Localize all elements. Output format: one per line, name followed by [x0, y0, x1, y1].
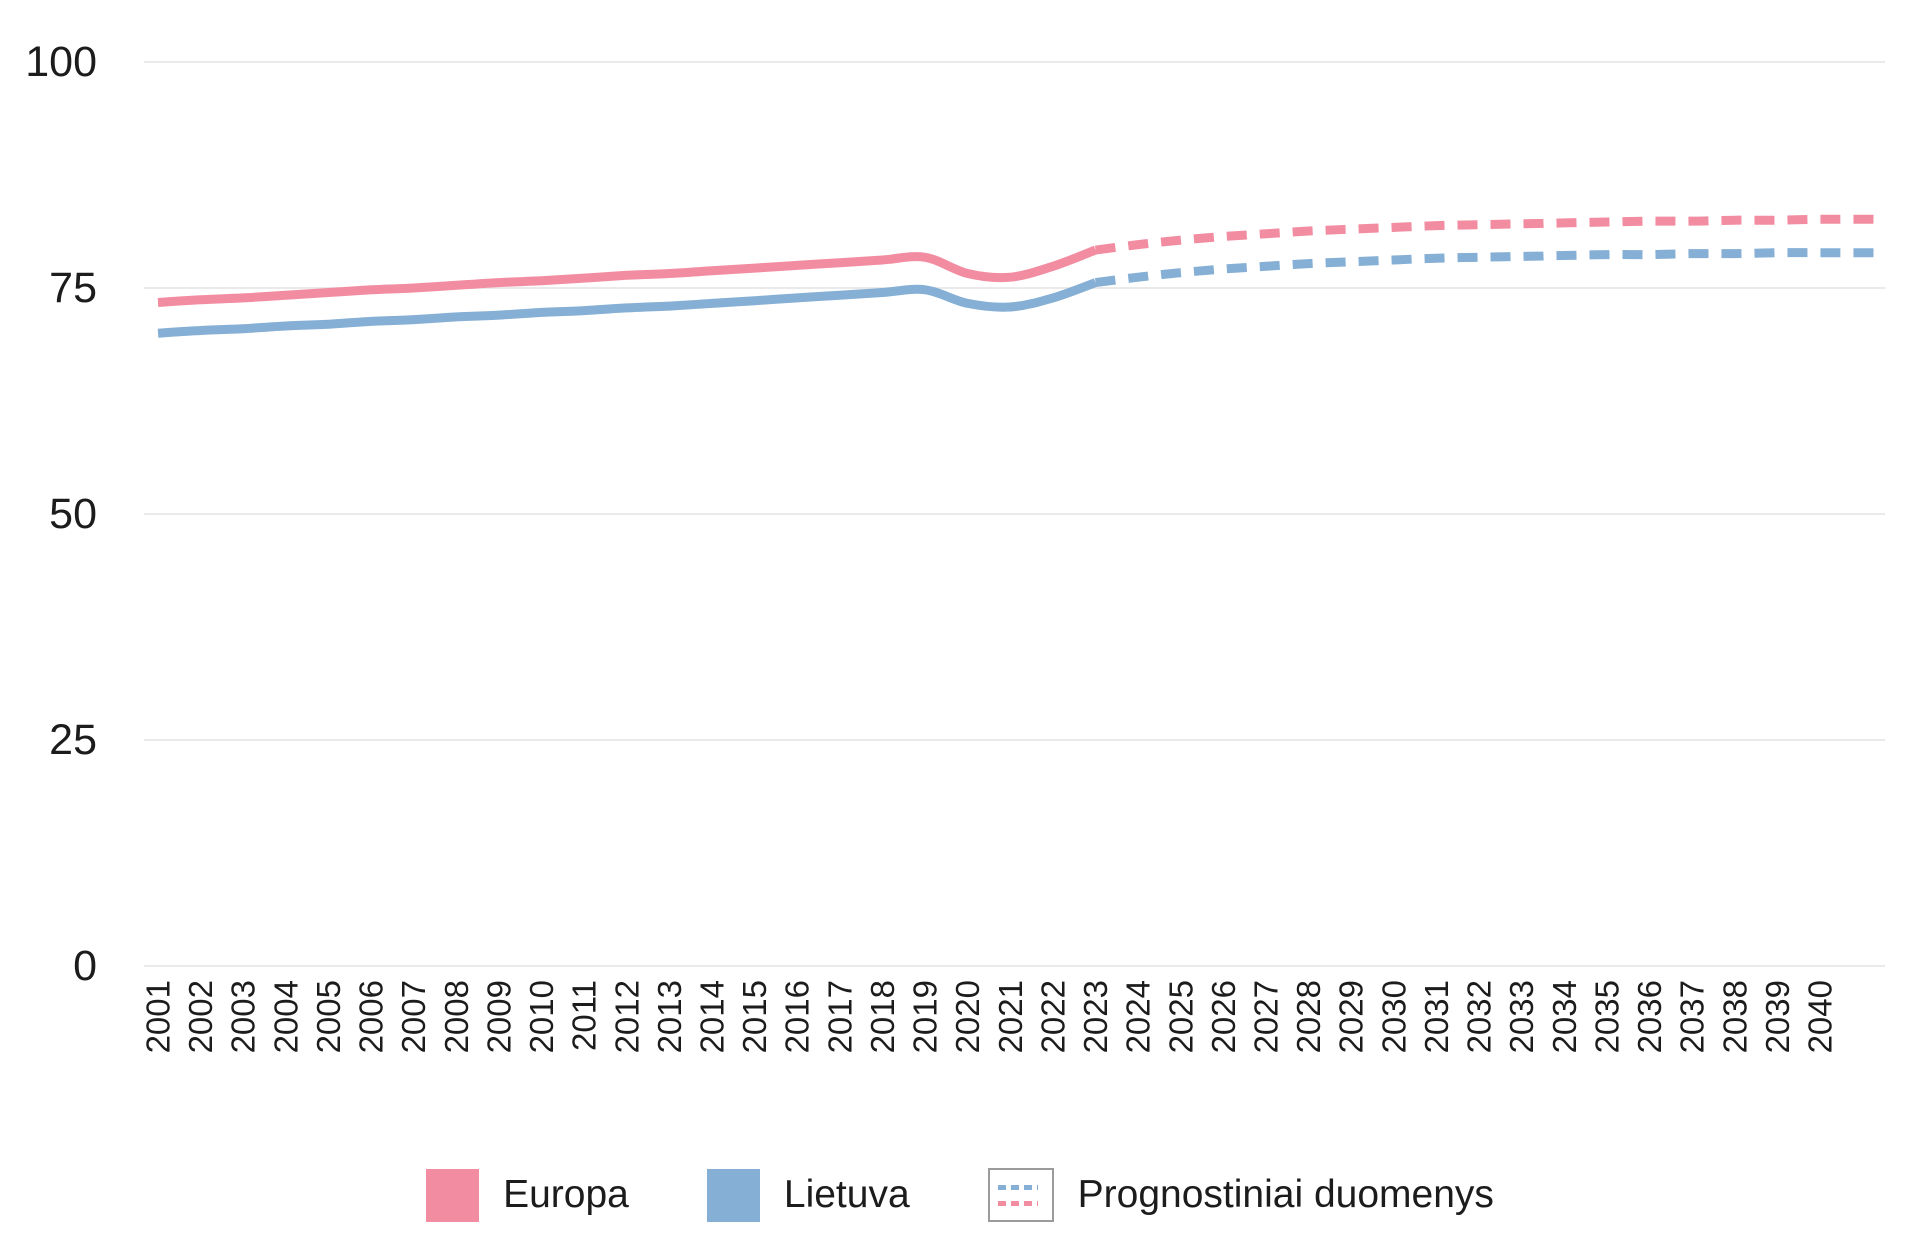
x-axis-label-2005: 2005	[310, 980, 347, 1053]
legend-item-lietuva: Lietuva	[706, 1168, 910, 1222]
x-axis-label-2018: 2018	[864, 980, 901, 1053]
legend-label-europa: Europa	[503, 1173, 629, 1216]
x-axis-label-2036: 2036	[1631, 980, 1668, 1053]
legend: Europa Lietuva Prognostiniai duomenys	[0, 1168, 1920, 1222]
y-axis-label-25: 25	[49, 716, 97, 764]
europa-swatch-icon	[426, 1168, 480, 1222]
x-axis-label-2013: 2013	[651, 980, 688, 1053]
x-axis-label-2014: 2014	[694, 980, 731, 1053]
x-axis-label-2003: 2003	[225, 980, 262, 1053]
x-axis-label-2012: 2012	[608, 980, 645, 1053]
y-axis-label-0: 0	[73, 942, 97, 990]
x-axis-label-2035: 2035	[1588, 980, 1625, 1053]
x-axis-label-2022: 2022	[1034, 980, 1071, 1053]
x-axis-label-2007: 2007	[395, 980, 432, 1053]
legend-label-forecast: Prognostiniai duomenys	[1077, 1173, 1494, 1216]
x-axis-label-2032: 2032	[1461, 980, 1498, 1053]
x-axis-label-2028: 2028	[1290, 980, 1327, 1053]
forecast-blue-dash-icon	[997, 1184, 1038, 1190]
series-line-europa-forecast	[1094, 214, 1886, 255]
x-axis-label-2004: 2004	[267, 980, 304, 1053]
legend-label-lietuva: Lietuva	[783, 1173, 910, 1216]
x-axis-label-2040: 2040	[1802, 980, 1839, 1053]
x-axis-label-2023: 2023	[1077, 980, 1114, 1053]
x-axis-label-2008: 2008	[438, 980, 475, 1053]
x-axis-label-2039: 2039	[1759, 980, 1796, 1053]
x-axis-label-2021: 2021	[992, 980, 1029, 1053]
forecast-pink-dash-icon	[997, 1200, 1038, 1206]
x-axis-label-2034: 2034	[1546, 980, 1583, 1053]
series-line-lietuva-solid	[157, 278, 1098, 338]
y-axis-label-100: 100	[25, 38, 97, 86]
x-axis-label-2016: 2016	[779, 980, 816, 1053]
x-axis-label-2030: 2030	[1375, 980, 1412, 1053]
series-line-europa-solid	[157, 245, 1098, 307]
y-axis-label-75: 75	[49, 264, 97, 312]
x-axis-label-2009: 2009	[480, 980, 517, 1053]
x-axis-label-2026: 2026	[1205, 980, 1242, 1053]
x-axis-label-2019: 2019	[907, 980, 944, 1053]
x-axis-label-2033: 2033	[1503, 980, 1540, 1053]
series-line-lietuva-forecast	[1094, 248, 1885, 288]
x-axis-label-2002: 2002	[182, 980, 219, 1053]
legend-item-europa: Europa	[426, 1168, 629, 1222]
x-axis-label-2027: 2027	[1248, 980, 1285, 1053]
x-axis-label-2029: 2029	[1333, 980, 1370, 1053]
forecast-dashed-lines-icon	[987, 1168, 1054, 1222]
x-axis-label-2024: 2024	[1120, 980, 1157, 1053]
x-axis-label-2015: 2015	[736, 980, 773, 1053]
x-axis-label-2031: 2031	[1418, 980, 1455, 1053]
x-axis-label-2006: 2006	[353, 980, 390, 1053]
lietuva-swatch-icon	[706, 1168, 760, 1222]
x-axis-label-2010: 2010	[523, 980, 560, 1053]
legend-item-forecast: Prognostiniai duomenys	[987, 1168, 1494, 1222]
y-axis-label-50: 50	[49, 490, 97, 538]
x-axis-label-2011: 2011	[566, 980, 603, 1051]
x-axis-label-2020: 2020	[949, 980, 986, 1053]
x-axis-label-2037: 2037	[1674, 980, 1711, 1053]
x-axis-label-2001: 2001	[140, 980, 177, 1053]
x-axis-label-2038: 2038	[1716, 980, 1753, 1053]
x-axis-label-2025: 2025	[1162, 980, 1199, 1053]
x-axis-label-2017: 2017	[821, 980, 858, 1053]
